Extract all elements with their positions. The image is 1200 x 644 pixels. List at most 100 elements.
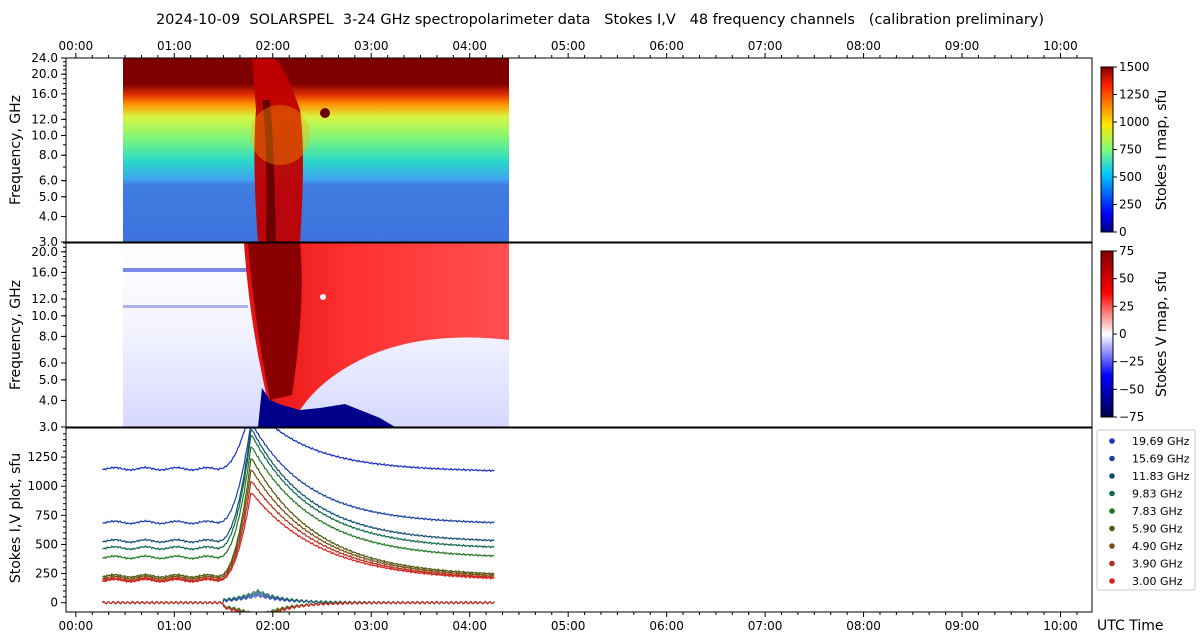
colorbar-tick-label: 25: [1119, 299, 1134, 313]
plot-series: [102, 427, 495, 613]
legend-label: 9.83 GHz: [1132, 488, 1183, 501]
time-axis-bottom: 00:00 01:00 02:00 03:00 04:00 05:00 06:00 07:00…: [59, 612, 1078, 633]
freq-tick-label: 20.0: [31, 67, 58, 81]
colorbar-tick-label: −25: [1119, 355, 1144, 369]
bottom-tick-label: 00:00: [59, 619, 94, 633]
bottom-tick-label: 10:00: [1043, 619, 1078, 633]
colorbar-i-ticks: 1500 1250 1000 750 500 250 0: [1113, 60, 1150, 239]
legend-marker: [1109, 560, 1115, 567]
freq-tick-label: 12.0: [31, 112, 58, 126]
panel-stokes-iv-plot: Stokes I,V plot, sfu 0 250 500 750 1000 1250: [8, 427, 1093, 613]
freq-tick-label: 10.0: [31, 309, 58, 323]
legend-marker: [1109, 508, 1115, 514]
top-tick-label: 03:00: [354, 39, 389, 53]
colorbar-i-ramp: [1100, 66, 1114, 233]
panel-stokes-i: Frequency, GHz 24.0 20.0 16.0 12.0 10.0 8.0 6.…: [8, 51, 1093, 249]
legend-marker: [1109, 490, 1115, 497]
bottom-tick-label: 06:00: [649, 619, 684, 633]
bottom-tick-label: 03:00: [354, 619, 389, 633]
colorbar-tick-label: 1250: [1119, 88, 1150, 102]
series-line-stokes-i: [102, 434, 495, 551]
stokes-i-flare-halo: [250, 105, 310, 165]
x-axis-label: UTC Time: [1097, 618, 1163, 634]
colorbar-tick-label: 250: [1119, 198, 1142, 212]
series-line-stokes-i: [102, 429, 495, 544]
colorbar-tick-label: −50: [1119, 382, 1144, 396]
stokes-v-ylabel: Frequency, GHz: [8, 280, 24, 390]
top-tick-label: 00:00: [59, 39, 94, 53]
bottom-tick-label: 01:00: [157, 619, 192, 633]
legend-items: 19.69 GHz 15.69 GHz 11.83 GHz 9.83 GHz 7.83 …: [1109, 435, 1190, 588]
series-line-stokes-v: [102, 600, 495, 613]
bottom-tick-label: 05:00: [551, 619, 586, 633]
freq-tick-label: 5.0: [39, 190, 58, 204]
legend-label: 11.83 GHz: [1132, 470, 1190, 483]
freq-tick-label: 12.0: [31, 292, 58, 306]
colorbar-i-label: Stokes I map, sfu: [1154, 90, 1170, 211]
freq-tick-label: 8.0: [39, 148, 58, 162]
stokes-v-y-axis: 20.0 16.0 12.0 10.0 8.0 6.0 5.0 4.0 3.0: [31, 242, 66, 434]
colorbar-tick-label: 75: [1119, 244, 1134, 258]
stokes-v-hotspot: [320, 294, 326, 300]
freq-tick-label: 10.0: [31, 128, 58, 142]
freq-tick-label: 24.0: [31, 51, 58, 65]
legend-marker: [1109, 543, 1115, 549]
colorbar-tick-label: 750: [1119, 143, 1142, 157]
colorbar-tick-label: −75: [1119, 410, 1144, 424]
top-tick-label: 07:00: [748, 39, 783, 53]
freq-tick-label: 4.0: [39, 210, 58, 224]
colorbar-tick-label: 0: [1119, 327, 1127, 341]
stokes-i-hotspot: [320, 108, 330, 118]
legend-label: 15.69 GHz: [1132, 453, 1190, 466]
stokes-i-y-axis: 24.0 20.0 16.0 12.0 10.0 8.0 6.0 5.0 4.0 3.0: [31, 51, 66, 249]
bottom-tick-label: 04:00: [452, 619, 487, 633]
bottom-tick-label: 02:00: [255, 619, 290, 633]
plot-tick-label: 750: [35, 508, 58, 522]
bottom-tick-label: 08:00: [846, 619, 881, 633]
series-line-stokes-i: [102, 446, 495, 561]
freq-tick-label: 20.0: [31, 245, 58, 259]
colorbar-v-ticks: 75 50 25 0 −25 −50 −75: [1113, 244, 1144, 424]
legend-label: 5.90 GHz: [1132, 523, 1183, 536]
colorbar-tick-label: 50: [1119, 272, 1134, 286]
bottom-tick-label: 09:00: [945, 619, 980, 633]
plot-tick-label: 1250: [27, 450, 58, 464]
stokes-v-negative-low-freq: [258, 388, 395, 427]
plot-tick-label: 1000: [27, 479, 58, 493]
legend: 19.69 GHz 15.69 GHz 11.83 GHz 9.83 GHz 7.83 …: [1096, 429, 1196, 591]
freq-tick-label: 5.0: [39, 373, 58, 387]
freq-tick-label: 3.0: [39, 420, 58, 434]
freq-tick-label: 8.0: [39, 329, 58, 343]
colorbar-v-label: Stokes V map, sfu: [1154, 271, 1170, 397]
stokes-v-band-12ghz: [123, 305, 248, 308]
legend-marker: [1109, 473, 1115, 479]
stokes-i-flare-core: [262, 100, 276, 242]
legend-marker: [1109, 438, 1115, 444]
top-tick-label: 09:00: [945, 39, 980, 53]
plot-ylabel: Stokes I,V plot, sfu: [8, 453, 24, 583]
legend-frame: [1096, 429, 1196, 591]
legend-marker: [1109, 578, 1115, 584]
panel-stokes-v: Frequency, GHz 20.0 16.0 12.0 10.0 8.0 6.0 5.0…: [8, 242, 1093, 434]
colorbar-v-ramp: [1100, 250, 1114, 418]
colorbar-tick-label: 1000: [1119, 115, 1150, 129]
colorbar-tick-label: 1500: [1119, 60, 1150, 74]
time-axis-top: 00:00 01:00 02:00 03:00 04:00 05:00 06:00 07:00…: [59, 39, 1078, 58]
stokes-v-map-frame: [65, 242, 1093, 428]
legend-marker: [1109, 525, 1115, 532]
colorbar-stokes-v: 75 50 25 0 −25 −50 −75 Stokes V map, sfu: [1100, 244, 1170, 424]
plot-tick-label: 500: [35, 537, 58, 551]
legend-marker: [1109, 455, 1115, 462]
stokes-i-map-frame: [65, 57, 1093, 243]
colorbar-tick-label: 0: [1119, 225, 1127, 239]
series-line-stokes-i: [102, 492, 495, 584]
legend-label: 4.90 GHz: [1132, 540, 1183, 553]
series-line-stokes-i: [102, 458, 495, 579]
top-tick-label: 05:00: [551, 39, 586, 53]
bottom-tick-label: 07:00: [748, 619, 783, 633]
freq-tick-label: 3.0: [39, 235, 58, 249]
stokes-i-map-data: [123, 58, 509, 242]
top-tick-label: 02:00: [255, 39, 290, 53]
plot-frame: [65, 427, 1093, 613]
